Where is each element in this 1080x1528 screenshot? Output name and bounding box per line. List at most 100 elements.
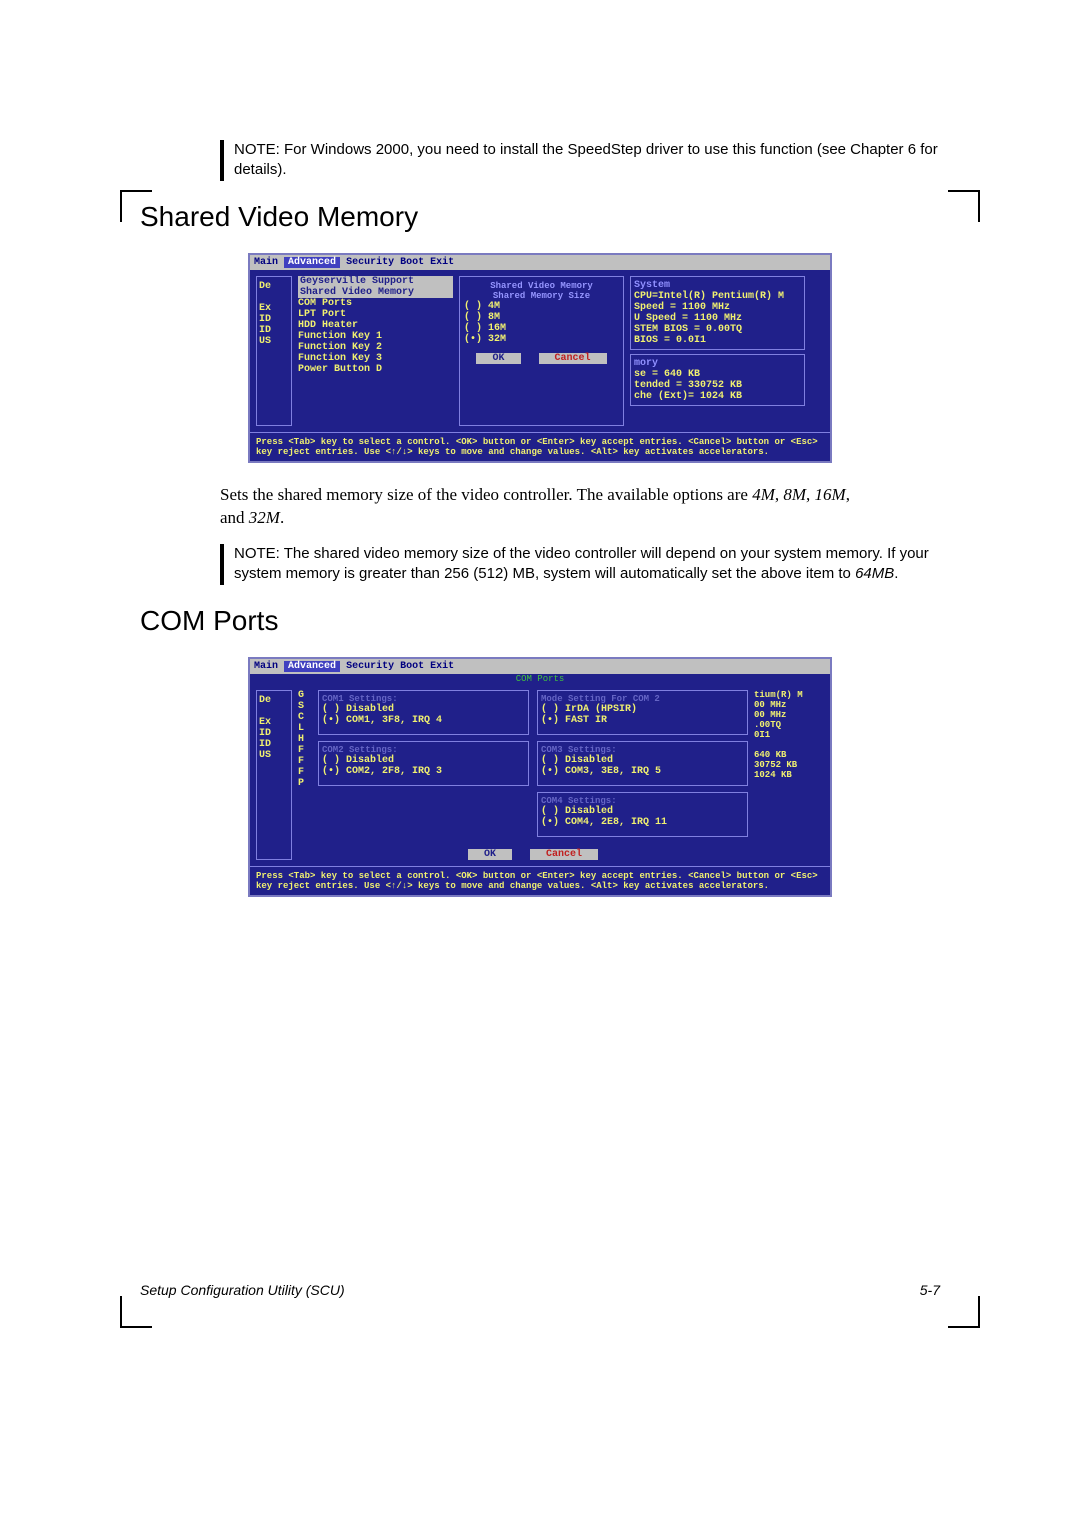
mem-cache: che (Ext)= 1024 KB: [634, 391, 801, 402]
bios-advanced-list: Geyserville Support Shared Video Memory …: [298, 276, 453, 426]
side-label: De: [259, 281, 289, 292]
menu-main[interactable]: Main: [254, 257, 278, 268]
text-32m: 32M: [249, 508, 280, 527]
option-4m[interactable]: ( ) 4M: [464, 301, 619, 312]
menu-advanced[interactable]: Advanced: [284, 661, 340, 672]
com1-title: COM1 Settings:: [322, 694, 525, 704]
footer-help-text: Press <Tab> key to select a control. <OK…: [256, 871, 818, 891]
menu-exit[interactable]: Exit: [430, 257, 454, 268]
popup-buttons: OK Cancel: [464, 345, 619, 364]
text: .: [280, 508, 284, 527]
info-mem: 640 KB: [754, 750, 824, 760]
footer-left: Setup Configuration Utility (SCU): [140, 1282, 345, 1298]
mode-fastir[interactable]: (•) FAST IR: [541, 715, 744, 726]
note-speedstep: NOTE: For Windows 2000, you need to inst…: [220, 140, 940, 181]
bios-body-com: De Ex ID ID US G S C L H F F F P CO: [250, 684, 830, 866]
option-16m[interactable]: ( ) 16M: [464, 323, 619, 334]
com2-enabled[interactable]: (•) COM2, 2F8, IRQ 3: [322, 766, 525, 777]
note-text-64mb: 64MB: [855, 565, 894, 582]
info-line: tium(R) M: [754, 690, 824, 700]
side-label: G: [298, 690, 312, 701]
com3-disabled[interactable]: ( ) Disabled: [541, 755, 744, 766]
bios-info-panel: System CPU=Intel(R) Pentium(R) M Speed =…: [630, 276, 805, 426]
heading-shared-video-memory: Shared Video Memory: [140, 201, 940, 233]
com1-settings-box: COM1 Settings: ( ) Disabled (•) COM1, 3F…: [318, 690, 529, 735]
info-line: 00 MHz: [754, 710, 824, 720]
side-label: ID: [259, 325, 289, 336]
item-fn1[interactable]: Function Key 1: [298, 331, 453, 342]
cancel-button[interactable]: Cancel: [530, 849, 598, 860]
com4-enabled[interactable]: (•) COM4, 2E8, IRQ 11: [541, 817, 744, 828]
system-speed2: U Speed = 1100 MHz: [634, 313, 801, 324]
com2-title: COM2 Settings:: [322, 745, 525, 755]
system-cpu: CPU=Intel(R) Pentium(R) M: [634, 291, 801, 302]
side-label: F: [298, 745, 312, 756]
text-8m: 8M: [783, 485, 806, 504]
com4-title: COM4 Settings:: [541, 796, 744, 806]
side-label: L: [298, 723, 312, 734]
info-mem: 30752 KB: [754, 760, 824, 770]
side-label: ID: [259, 739, 289, 750]
item-fn2[interactable]: Function Key 2: [298, 342, 453, 353]
com-ports-title: COM Ports: [250, 674, 830, 684]
bios-footer-help: Press <Tab> key to select a control. <OK…: [250, 432, 830, 461]
side-label: H: [298, 734, 312, 745]
menu-advanced[interactable]: Advanced: [284, 257, 340, 268]
menu-main[interactable]: Main: [254, 661, 278, 672]
side-label: Ex: [259, 303, 289, 314]
com3-title: COM3 Settings:: [541, 745, 744, 755]
ok-button[interactable]: OK: [476, 353, 520, 364]
com-buttons: OK Cancel: [318, 841, 748, 860]
item-fn3[interactable]: Function Key 3: [298, 353, 453, 364]
popup-title-2: Shared Memory Size: [464, 291, 619, 301]
com3-enabled[interactable]: (•) COM3, 3E8, IRQ 5: [541, 766, 744, 777]
bios-body: De Ex ID ID US Geyserville Support Share…: [250, 270, 830, 432]
item-hdd-heater[interactable]: HDD Heater: [298, 320, 453, 331]
note-label: NOTE:: [234, 141, 280, 158]
crop-mark-icon: [948, 190, 980, 222]
note-text-c: .: [894, 565, 898, 582]
item-lpt-port[interactable]: LPT Port: [298, 309, 453, 320]
item-com-ports[interactable]: COM Ports: [298, 298, 453, 309]
popup-title-1: Shared Video Memory: [464, 281, 619, 291]
crop-mark-icon: [948, 1296, 980, 1328]
page-footer: Setup Configuration Utility (SCU) 5-7: [140, 1282, 940, 1298]
footer-help-text: Press <Tab> key to select a control. <OK…: [256, 437, 818, 457]
text-16m: 16M: [815, 485, 846, 504]
com2-disabled[interactable]: ( ) Disabled: [322, 755, 525, 766]
shared-memory-popup: Shared Video Memory Shared Memory Size (…: [459, 276, 624, 426]
menu-boot[interactable]: Boot: [400, 661, 424, 672]
body-shared-memory-desc: Sets the shared memory size of the video…: [220, 483, 860, 531]
option-8m[interactable]: ( ) 8M: [464, 312, 619, 323]
cancel-button[interactable]: Cancel: [539, 353, 607, 364]
item-power-button[interactable]: Power Button D: [298, 364, 453, 375]
menu-security[interactable]: Security: [346, 661, 394, 672]
system-speed1: Speed = 1100 MHz: [634, 302, 801, 313]
footer-page-number: 5-7: [920, 1282, 940, 1298]
memory-box: mory se = 640 KB tended = 330752 KB che …: [630, 354, 805, 406]
bios-side-labels-2: G S C L H F F F P: [298, 690, 312, 860]
com1-disabled[interactable]: ( ) Disabled: [322, 704, 525, 715]
side-label: C: [298, 712, 312, 723]
ok-button[interactable]: OK: [468, 849, 512, 860]
item-geyserville[interactable]: Geyserville Support: [298, 276, 453, 287]
note-text-a: The shared video memory size of the vide…: [234, 545, 929, 582]
option-32m[interactable]: (•) 32M: [464, 334, 619, 345]
mode-irda[interactable]: ( ) IrDA (HPSIR): [541, 704, 744, 715]
com1-enabled[interactable]: (•) COM1, 3F8, IRQ 4: [322, 715, 525, 726]
bios-screenshot-com-ports: Main Advanced Security Boot Exit COM Por…: [248, 657, 832, 897]
item-shared-video[interactable]: Shared Video Memory: [298, 287, 453, 298]
page-content: NOTE: For Windows 2000, you need to inst…: [140, 130, 940, 917]
menu-exit[interactable]: Exit: [430, 661, 454, 672]
menu-boot[interactable]: Boot: [400, 257, 424, 268]
menu-security[interactable]: Security: [346, 257, 394, 268]
side-label: ID: [259, 728, 289, 739]
mode-com2-title: Mode Setting For COM 2: [541, 694, 744, 704]
com4-disabled[interactable]: ( ) Disabled: [541, 806, 744, 817]
note-video-memory-size: NOTE: The shared video memory size of th…: [220, 544, 940, 585]
mode-com2-box: Mode Setting For COM 2 ( ) IrDA (HPSIR) …: [537, 690, 748, 735]
com3-settings-box: COM3 Settings: ( ) Disabled (•) COM3, 3E…: [537, 741, 748, 786]
text-4m: 4M: [752, 485, 775, 504]
heading-com-ports: COM Ports: [140, 605, 940, 637]
com4-settings-box: COM4 Settings: ( ) Disabled (•) COM4, 2E…: [537, 792, 748, 837]
